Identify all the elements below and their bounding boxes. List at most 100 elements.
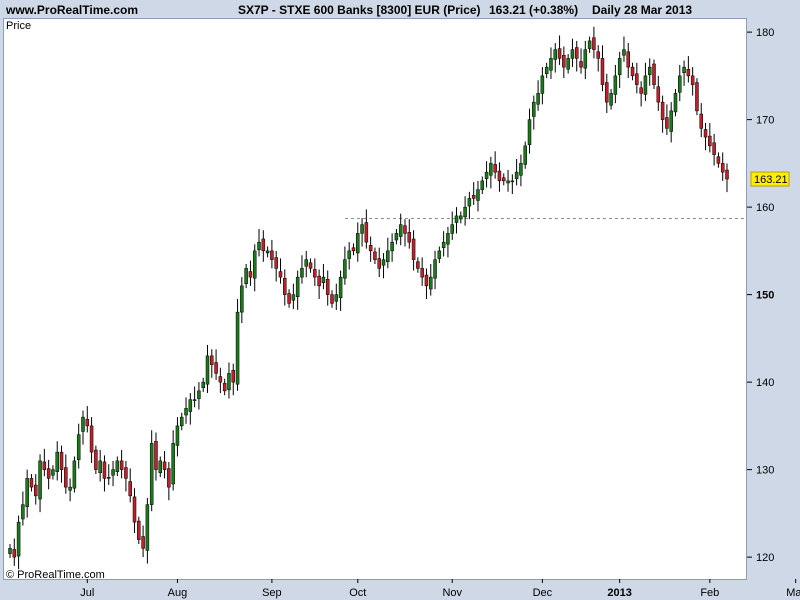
candle-down [124,467,128,479]
candle-up [673,93,678,113]
candle-up [360,224,364,234]
candle-down [59,451,64,470]
candle-down [141,536,145,549]
candle-up [343,259,347,279]
candle-down [497,170,502,182]
candle-down [373,251,377,260]
candle-up [540,75,545,94]
candle-down [162,461,167,470]
candle-down [665,117,669,129]
candle-down [94,449,98,470]
copyright-notice: © ProRealTime.com [6,569,105,581]
candle-up [192,399,197,401]
candle-up [523,145,527,165]
candle-up [463,206,467,218]
candle-up [617,58,622,76]
candle-down [652,63,656,85]
candle-up [454,215,459,223]
candle-up [519,163,523,176]
candle-down [703,129,708,138]
candle-down [64,467,68,488]
candle-up [244,268,248,285]
candle-up [188,399,193,412]
candle-up [334,294,339,302]
candle-down [686,68,691,77]
candle-up [240,285,244,313]
candle-down [368,245,373,252]
instrument-title: SX7P - STXE 600 Banks [8300] EUR (Price) [238,3,481,17]
candle-up [252,250,257,279]
candle-down [562,54,566,68]
candle-down [656,86,661,103]
candle-down [695,82,699,112]
candle-up [21,504,25,520]
candle-up [295,276,300,297]
candle-up [678,75,682,93]
x-tick-label: 2013 [607,587,631,599]
candle-down [330,294,334,304]
candle-up [257,241,261,251]
candle-up [446,233,450,245]
candle-up [386,250,390,262]
candle-down [85,418,90,427]
candle-down [231,369,236,383]
candle-down [261,238,266,252]
candle-up [38,460,42,500]
candle-up [433,259,437,279]
candle-down [635,73,639,85]
candle-down [660,101,665,120]
y-tick-label: 170 [756,115,774,127]
candle-down [34,484,38,497]
candle-down [708,135,712,147]
candle-up [149,443,154,505]
price-panel[interactable] [3,18,747,580]
candle-up [506,180,510,184]
candle-down [132,496,137,523]
candle-down [403,225,407,234]
candle-up [175,425,180,446]
candle-up [484,171,489,180]
candle-down [46,468,51,479]
candle-down [214,362,218,374]
candle-down [377,258,381,269]
candle-down [420,268,424,278]
candle-down [596,51,600,59]
candle-up [98,460,102,474]
candle-up [669,110,673,132]
candle-up [321,276,326,283]
candle-up [179,416,184,427]
x-tick-label: Mar [786,587,800,599]
candle-up [682,66,686,73]
candle-down [574,47,579,59]
y-tick-label: 120 [756,552,774,564]
candle-down [424,274,429,287]
candle-down [137,520,141,540]
candle-up [536,93,540,105]
candle-down [716,156,721,164]
candle-up [587,40,592,49]
candle-down [493,164,497,173]
candle-up [476,189,480,201]
candle-down [725,169,729,180]
y-tick-label: 160 [756,202,774,214]
site-name[interactable]: www.ProRealTime.com [6,3,139,17]
candle-down [222,382,227,392]
candle-up [647,66,652,76]
y-tick-label: 180 [756,27,774,39]
candle-up [158,460,163,474]
candle-up [171,443,175,485]
candle-up [566,58,570,70]
candle-down [626,51,631,68]
y-tick-label: 140 [756,377,774,389]
candle-up [570,49,575,59]
candle-up [643,75,648,95]
candle-up [25,478,29,507]
candle-down [128,481,132,497]
candle-down [699,113,703,129]
candle-up [609,93,613,106]
panel-label: Price [6,20,32,32]
candle-down [154,441,158,470]
candle-up [394,233,399,241]
candle-down [407,232,412,243]
